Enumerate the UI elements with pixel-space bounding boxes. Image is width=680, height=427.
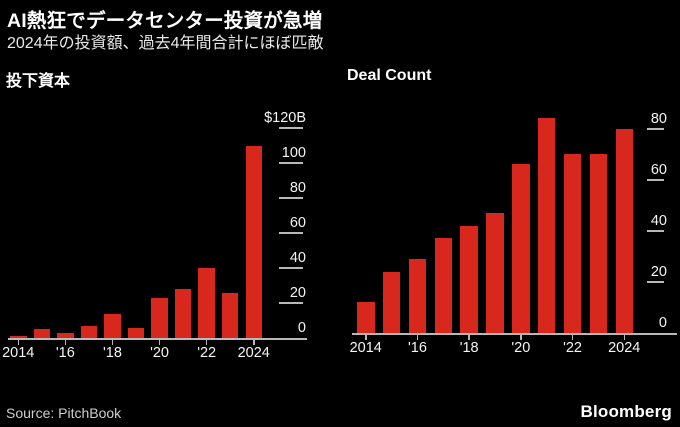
y-tick-label-0: 0	[658, 315, 667, 331]
bar-2014	[357, 302, 375, 333]
y-tick-label-100: 100	[281, 145, 306, 161]
x-tick-label-2018: '18	[459, 340, 479, 356]
deal-count-chart-title: Deal Count	[347, 67, 432, 84]
x-tick-mark-2014	[17, 339, 19, 345]
y-tick-label-80: 80	[650, 110, 667, 127]
y-tick-dash-80	[279, 197, 303, 199]
page-title: AI熱狂でデータセンター投資が急増	[7, 10, 323, 32]
bar-2016	[57, 332, 74, 338]
y-tick-dash-100	[279, 162, 303, 164]
x-tick-label-2024: 2024	[237, 345, 270, 361]
x-tick-mark-2016	[64, 339, 67, 345]
bar-2021	[174, 289, 192, 338]
x-tick-label-2016: '16	[407, 340, 427, 356]
bar-2014	[10, 336, 27, 338]
y-tick-dash-80	[647, 127, 664, 130]
x-tick-label-2020: '20	[150, 345, 169, 361]
y-tick-label-40: 40	[650, 212, 667, 229]
x-tick-label-2014: 2014	[349, 340, 382, 356]
bar-2023	[221, 292, 239, 338]
bar-2016	[408, 258, 427, 333]
x-tick-mark-2022	[205, 339, 208, 345]
y-tick-label-20: 20	[650, 263, 667, 280]
bar-2023	[589, 154, 608, 333]
x-tick-label-2022: '22	[197, 345, 217, 361]
bar-2020	[151, 297, 168, 338]
x-tick-mark-2020	[158, 339, 161, 345]
y-tick-label-0: 0	[297, 320, 306, 336]
source-note: Source: PitchBook	[6, 405, 122, 421]
bar-2017	[434, 238, 453, 333]
y-tick-dash-60	[647, 178, 664, 181]
bar-2019	[486, 212, 504, 333]
bar-2015	[382, 271, 401, 333]
page-subtitle: 2024年の投資額、過去4年間合計にほぼ匹敵	[7, 35, 324, 52]
x-tick-label-2018: '18	[102, 345, 122, 361]
y-tick-dash-60	[279, 232, 303, 234]
x-tick-mark-2020	[520, 334, 522, 340]
x-axis-line	[352, 333, 677, 335]
bar-2020	[512, 164, 530, 333]
x-tick-mark-2014	[365, 334, 367, 340]
bar-2024	[245, 145, 262, 338]
bar-2024	[615, 128, 633, 333]
invested-capital-chart-title: 投下資本	[6, 73, 71, 90]
y-tick-dash-40	[279, 267, 303, 269]
x-tick-mark-2018	[111, 339, 114, 345]
bar-2018	[460, 225, 478, 333]
x-tick-mark-2022	[571, 334, 574, 340]
x-tick-mark-2024	[253, 339, 255, 345]
y-tick-label-40: 40	[289, 250, 306, 266]
y-tick-dash-20	[279, 302, 303, 304]
x-tick-label-2024: 2024	[608, 340, 641, 356]
x-tick-label-2016: '16	[55, 345, 75, 361]
y-tick-label-120: $120B	[264, 110, 306, 126]
y-tick-label-60: 60	[650, 161, 667, 178]
x-tick-mark-2018	[468, 334, 470, 340]
y-tick-label-20: 20	[289, 285, 306, 301]
y-tick-label-60: 60	[289, 215, 306, 231]
y-tick-dash-20	[647, 280, 664, 283]
x-tick-mark-2024	[623, 334, 625, 340]
bloomberg-logo: Bloomberg	[580, 402, 672, 421]
bar-2015	[33, 329, 51, 338]
x-tick-label-2022: '22	[563, 340, 582, 356]
x-tick-label-2014: 2014	[2, 345, 35, 361]
bar-2022	[563, 154, 582, 333]
x-tick-mark-2016	[416, 334, 419, 340]
bar-2018	[104, 313, 121, 338]
x-axis-line	[8, 338, 307, 340]
bar-2022	[198, 268, 215, 338]
y-tick-dash-40	[647, 229, 664, 232]
bar-2021	[537, 118, 556, 333]
bar-2019	[127, 327, 145, 338]
y-tick-dash-120	[279, 127, 303, 129]
x-tick-label-2020: '20	[511, 340, 531, 356]
y-tick-label-80: 80	[289, 180, 306, 196]
bar-2017	[80, 325, 98, 338]
